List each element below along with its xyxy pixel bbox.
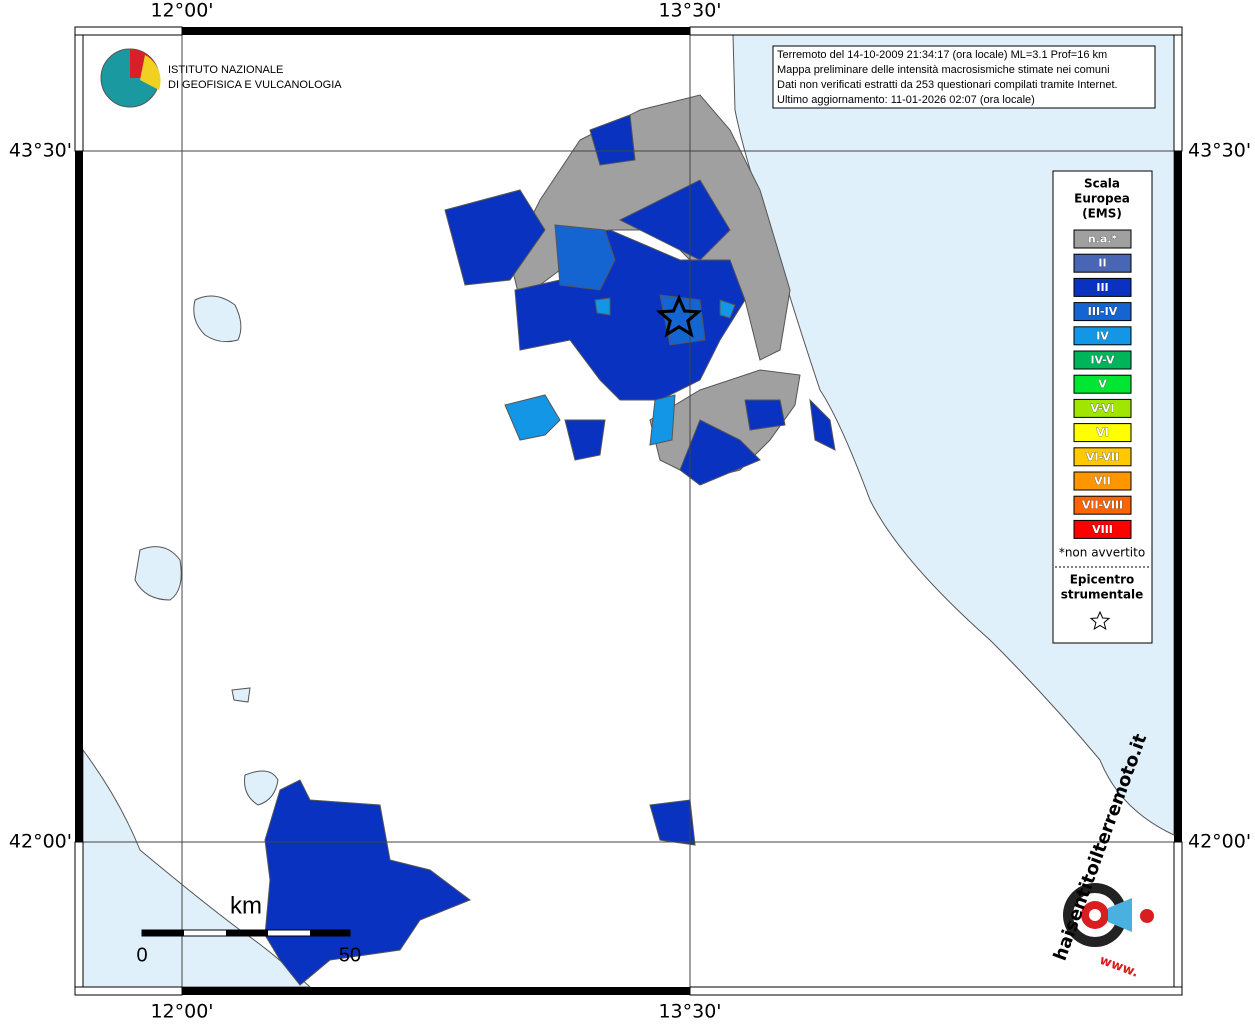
- legend-swatch: [1073, 277, 1132, 297]
- legend-swatch: [1073, 495, 1132, 515]
- legend-swatch: [1073, 519, 1132, 539]
- legend-label: V: [1098, 378, 1107, 391]
- region-iii-iv: [554, 224, 706, 346]
- frame: [1173, 841, 1183, 988]
- frame: [1174, 151, 1182, 842]
- legend-swatch: [1073, 350, 1132, 370]
- frame: [689, 986, 1183, 996]
- scale-label: 0: [136, 944, 147, 966]
- scale-label: 50: [339, 944, 361, 966]
- legend-epicenter: Epicentro: [1070, 573, 1135, 587]
- legend-label: II: [1098, 257, 1106, 270]
- frame: [74, 986, 183, 996]
- legend-swatch: [1073, 326, 1132, 346]
- legend-swatch: [1073, 374, 1132, 394]
- lat-label: 42°00': [9, 831, 72, 853]
- legend-title: Europea: [1074, 192, 1130, 206]
- lat-label: 43°30': [1188, 140, 1251, 162]
- ingv-logo: ISTITUTO NAZIONALE DI GEOFISICA E VULCAN…: [100, 48, 342, 108]
- region-iv: [504, 297, 736, 446]
- epicenter: [655, 294, 703, 338]
- legend-swatch: [1073, 302, 1132, 322]
- scale-unit: km: [230, 892, 262, 919]
- info-box: [772, 45, 1156, 109]
- scale-bar: [141, 929, 351, 937]
- frame: [182, 27, 690, 35]
- legend-label: VII-VIII: [1082, 499, 1123, 512]
- legend-label: V-VI: [1090, 402, 1114, 415]
- legend-swatch: [1073, 398, 1132, 418]
- legend-swatch: [1073, 447, 1132, 467]
- legend-label: VI-VII: [1086, 450, 1119, 463]
- legend-label: n.a.*: [1088, 233, 1118, 246]
- institute-name: DI GEOFISICA E VULCANOLOGIA: [168, 79, 342, 91]
- frame: [1173, 34, 1183, 152]
- info-line: Ultimo aggiornamento: 11-01-2026 02:07 (…: [777, 94, 1035, 106]
- frame: [689, 26, 1183, 36]
- legend-title: (EMS): [1082, 207, 1122, 221]
- institute-name: ISTITUTO NAZIONALE: [168, 64, 283, 76]
- legend-epicenter: strumentale: [1061, 588, 1144, 602]
- frame: [74, 26, 183, 36]
- lon-label: 13°30': [658, 1001, 721, 1023]
- lon-label: 12°00': [150, 0, 213, 22]
- legend-title: Scala: [1084, 177, 1120, 191]
- legend-note: *non avvertito: [1059, 546, 1145, 560]
- frame: [75, 151, 83, 842]
- info-line: Terremoto del 14-10-2009 21:34:17 (ora l…: [777, 49, 1107, 61]
- lake: [193, 295, 242, 343]
- lake: [231, 687, 251, 703]
- frame: [182, 987, 690, 995]
- legend-swatch: [1073, 423, 1132, 443]
- lake: [244, 770, 279, 806]
- legend-label: VII: [1094, 475, 1111, 488]
- legend-label: IV: [1096, 329, 1109, 342]
- legend-swatch: [1073, 229, 1132, 249]
- lake: [134, 546, 182, 601]
- lon-label: 12°00': [150, 1001, 213, 1023]
- legend-swatch: [1073, 253, 1132, 273]
- legend-label: VI: [1096, 426, 1109, 439]
- lat-label: 43°30': [9, 140, 72, 162]
- legend-label: III-IV: [1088, 305, 1118, 318]
- lat-label: 42°00': [1188, 831, 1251, 853]
- frame: [74, 34, 84, 152]
- legend-label: III: [1096, 281, 1108, 294]
- legend-star: [1089, 610, 1111, 630]
- frame: [74, 841, 84, 988]
- info-line: Mappa preliminare delle intensità macros…: [777, 64, 1110, 76]
- legend-label: VIII: [1092, 523, 1113, 536]
- info-line: Dati non verificati estratti da 253 ques…: [777, 79, 1118, 91]
- legend-label: IV-V: [1090, 354, 1115, 367]
- legend-swatch: [1073, 471, 1132, 491]
- lon-label: 13°30': [658, 0, 721, 22]
